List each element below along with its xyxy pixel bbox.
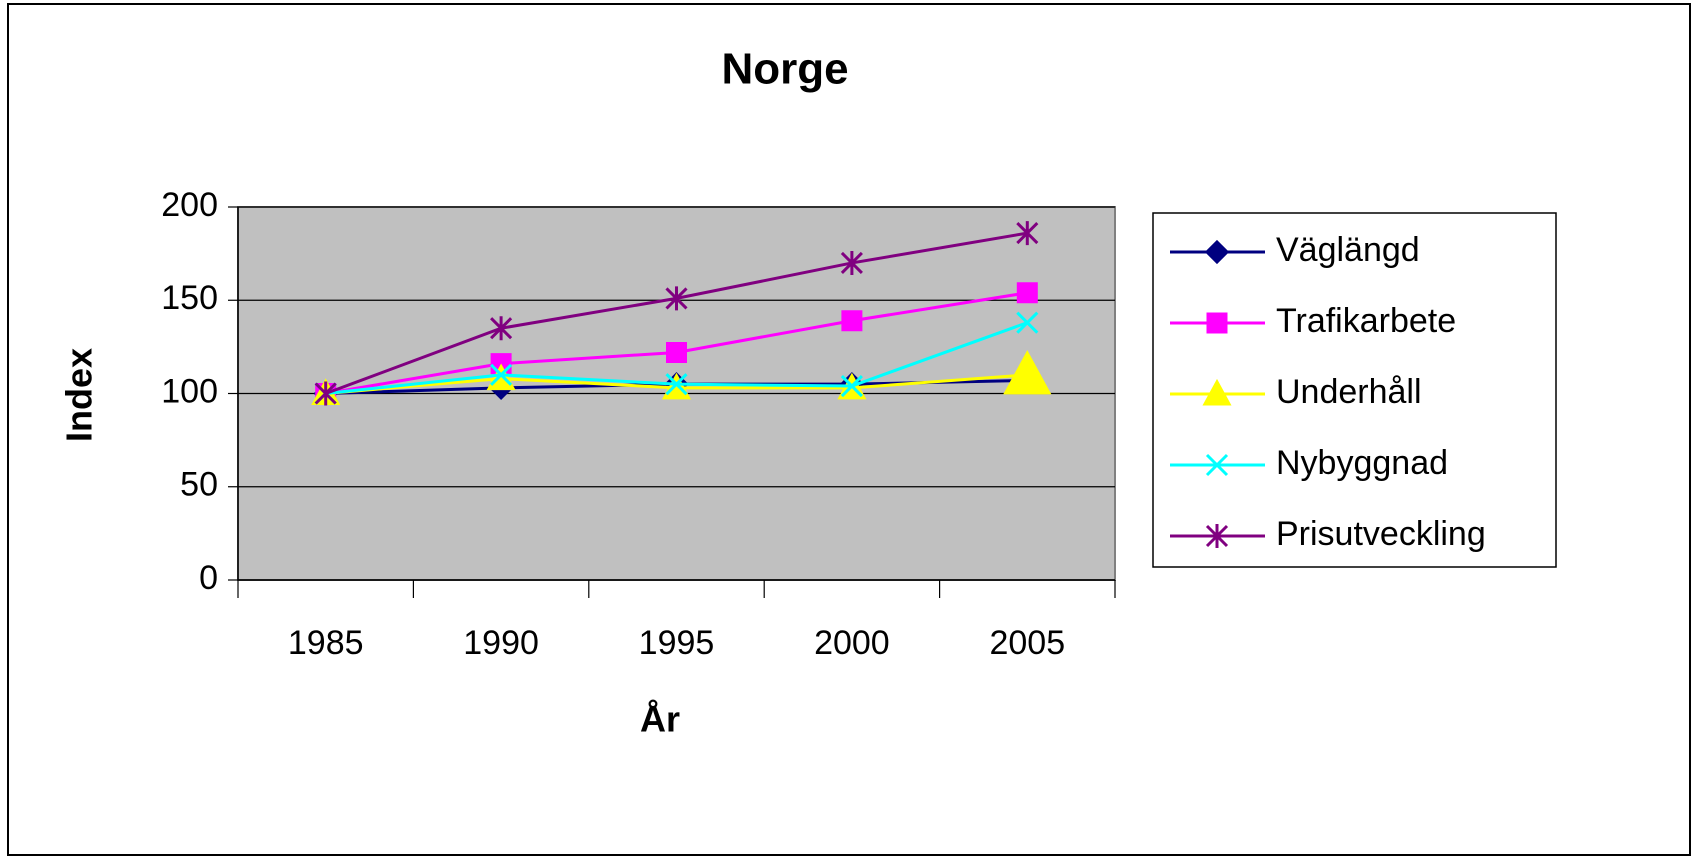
marker bbox=[1003, 350, 1052, 395]
x-axis-label: År bbox=[640, 699, 680, 740]
x-tick-label: 1995 bbox=[639, 624, 715, 662]
marker bbox=[1205, 453, 1229, 477]
y-axis-label: Index bbox=[59, 348, 100, 442]
x-tick-label: 2000 bbox=[814, 624, 890, 662]
marker bbox=[1205, 524, 1229, 548]
x-tick-label: 1985 bbox=[288, 624, 364, 662]
marker bbox=[665, 373, 688, 396]
marker bbox=[314, 381, 337, 406]
legend-label: Nybyggnad bbox=[1276, 444, 1448, 482]
legend-label: Väglängd bbox=[1276, 231, 1420, 269]
marker bbox=[840, 374, 863, 398]
marker bbox=[490, 316, 513, 341]
legend-label: Prisutveckling bbox=[1276, 515, 1486, 553]
y-tick-label: 200 bbox=[161, 186, 218, 224]
marker bbox=[840, 250, 863, 275]
y-tick-label: 50 bbox=[180, 466, 218, 504]
y-tick-label: 150 bbox=[161, 279, 218, 317]
marker bbox=[486, 363, 516, 391]
marker bbox=[1202, 378, 1232, 406]
marker bbox=[490, 363, 513, 386]
marker bbox=[1016, 311, 1039, 334]
x-tick-label: 2005 bbox=[989, 624, 1065, 662]
y-tick-label: 100 bbox=[161, 372, 218, 410]
y-tick-label: 0 bbox=[199, 559, 218, 597]
legend-label: Trafikarbete bbox=[1276, 302, 1456, 340]
marker bbox=[841, 310, 863, 332]
marker bbox=[1016, 282, 1038, 304]
marker bbox=[1016, 221, 1039, 246]
marker bbox=[1204, 239, 1230, 265]
legend-label: Underhåll bbox=[1276, 373, 1422, 411]
marker bbox=[666, 341, 687, 363]
marker bbox=[661, 372, 692, 400]
x-tick-label: 1990 bbox=[463, 624, 539, 662]
marker bbox=[1206, 312, 1228, 334]
marker bbox=[665, 286, 688, 311]
chart-title: Norge bbox=[721, 45, 848, 94]
